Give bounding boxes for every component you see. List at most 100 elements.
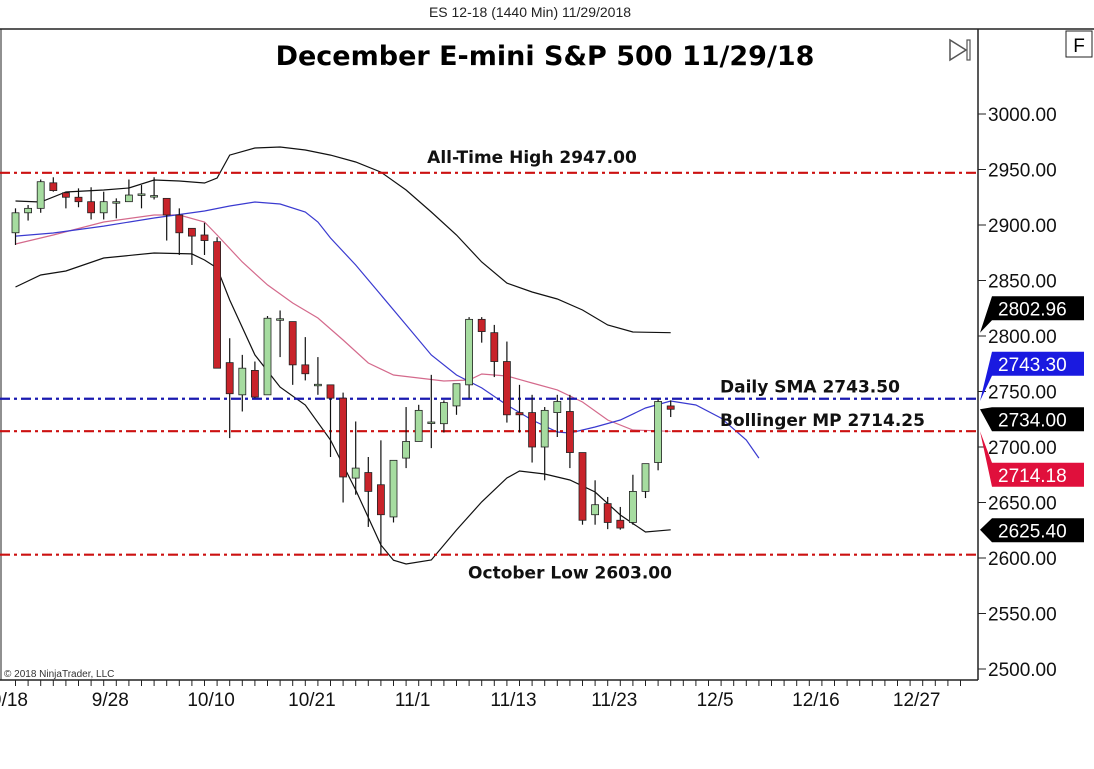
candle-body-up <box>11 212 20 234</box>
candle <box>616 506 625 530</box>
candle <box>313 357 322 395</box>
level-annotation: All-Time High 2947.00 <box>427 148 637 168</box>
candle <box>213 237 222 369</box>
candle-body-down <box>288 321 297 366</box>
price-axis: 3000.00 2950.00 2900.00 2850.00 2800.00 2750.… <box>978 105 1057 681</box>
candle <box>376 440 385 555</box>
candle-body-down <box>74 196 83 203</box>
y-tick-label: 2650.00 <box>988 494 1057 515</box>
candle <box>187 227 196 265</box>
copyright-text: © 2018 NinjaTrader, LLC <box>4 669 114 680</box>
y-tick-label: 2750.00 <box>988 383 1057 404</box>
candle <box>62 192 70 209</box>
candle <box>351 421 360 495</box>
candle <box>125 179 133 203</box>
candle <box>641 463 650 499</box>
candle-body-down <box>566 411 574 453</box>
candle-body-down <box>301 364 310 375</box>
candle-body-down <box>175 214 184 234</box>
x-tick-label: 9/18 <box>0 690 28 711</box>
candle <box>24 205 33 221</box>
sma-line <box>15 201 760 459</box>
candle-body-down <box>477 318 486 332</box>
candle-body-down <box>326 384 335 399</box>
level-lines-layer: All-Time High 2947.00 Daily SMA 2743.50 Bo… <box>0 148 978 584</box>
x-tick-label: 11/1 <box>395 690 431 711</box>
y-tick-label: 2900.00 <box>988 216 1057 237</box>
price-markers: 2802.96 2743.30 2734.00 2714.18 2625.40 <box>980 296 1084 543</box>
panel-f-button[interactable]: F <box>1065 30 1093 58</box>
candles-layer <box>11 177 675 555</box>
candle <box>578 452 587 525</box>
y-tick-label: 3000.00 <box>988 105 1057 126</box>
indicator-layer <box>15 146 760 565</box>
price-marker-box <box>980 351 1084 402</box>
candle <box>553 394 562 438</box>
price-marker-label: 2625.40 <box>998 521 1067 542</box>
candle-body-down <box>62 192 70 198</box>
y-tick-label: 2850.00 <box>988 272 1057 293</box>
candle <box>666 400 675 418</box>
candle-body-up <box>36 181 45 209</box>
candle-body-down <box>364 472 373 492</box>
x-tick-label: 12/16 <box>792 690 840 711</box>
candle <box>339 392 348 503</box>
candle <box>36 179 45 213</box>
candle-body-up <box>137 193 146 196</box>
candle-body-up <box>125 194 133 203</box>
candle <box>162 197 171 241</box>
candle-body-down <box>87 201 95 214</box>
candle-body-down <box>515 412 524 416</box>
candle-body-up <box>263 317 272 396</box>
candle <box>427 374 436 449</box>
skip-to-end-icon[interactable] <box>949 38 971 62</box>
time-axis: 9/18 9/28 10/10 10/21 11/1 11/13 11/23 12/5 12/1… <box>0 680 961 711</box>
candle-body-down <box>339 397 348 478</box>
candle-body-up <box>276 318 285 321</box>
candle-body-up <box>402 441 411 459</box>
candle <box>137 185 146 209</box>
panel-f-button-label: F <box>1073 36 1085 57</box>
candle <box>540 407 549 481</box>
candle <box>452 383 461 415</box>
candle-body-down <box>225 362 234 395</box>
y-tick-label: 2700.00 <box>988 438 1057 459</box>
candle <box>490 324 499 378</box>
price-marker-label: 2743.30 <box>998 355 1067 376</box>
price-marker: 2743.30 <box>980 351 1084 402</box>
candle-body-down <box>528 412 536 448</box>
candle-body-down <box>666 405 675 410</box>
x-tick-label: 10/10 <box>187 690 235 711</box>
candle-body-down <box>376 484 385 516</box>
candle-body-up <box>553 401 562 413</box>
level-annotation: Bollinger MP 2714.25 <box>720 411 925 431</box>
x-tick-label: 11/13 <box>490 690 536 711</box>
bollinger-upper-line <box>15 146 671 334</box>
candle-body-down <box>200 234 209 241</box>
candle-body-up <box>540 409 549 448</box>
candle <box>629 474 637 525</box>
price-marker: 2714.18 <box>980 431 1084 487</box>
candle <box>439 400 448 433</box>
chart-window-title: ES 12-18 (1440 Min) 11/29/2018 <box>428 4 632 20</box>
chart-title: December E-mini S&P 500 11/29/18 <box>276 41 815 72</box>
candle <box>288 321 297 385</box>
level-annotation: Daily SMA 2743.50 <box>720 378 900 398</box>
candle-body-up <box>452 383 461 407</box>
candle-body-down <box>616 519 625 529</box>
candle <box>566 394 574 469</box>
candle-body-up <box>24 207 33 214</box>
candle <box>112 198 121 219</box>
candle <box>603 496 612 530</box>
candle <box>200 222 209 255</box>
candle <box>414 404 423 442</box>
candle <box>11 208 20 245</box>
candle <box>74 188 83 208</box>
candle-body-down <box>250 370 259 398</box>
candle-body-up <box>150 195 159 198</box>
candle <box>250 361 259 399</box>
candle-body-up <box>427 421 436 424</box>
candle <box>175 208 184 255</box>
candle-body-down <box>578 452 587 521</box>
